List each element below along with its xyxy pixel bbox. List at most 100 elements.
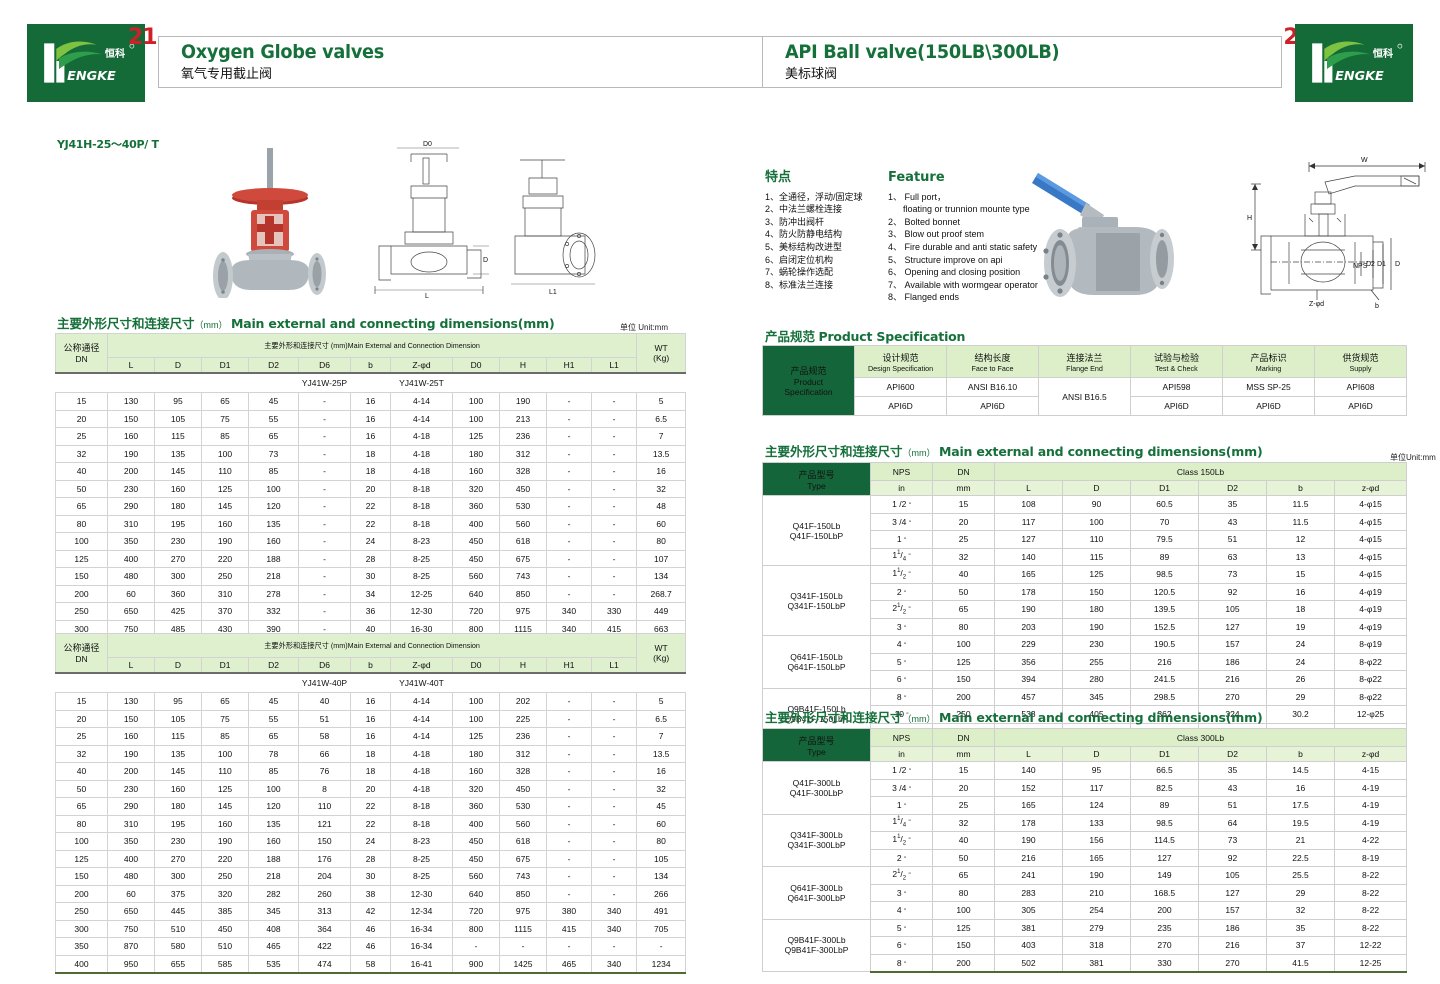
cell-L: 229 [994,635,1063,654]
cell-D6: 110 [298,797,351,816]
cell-D: 425 [154,602,202,621]
cell-Zd: 12-30 [390,884,453,903]
table-row: 80 310 195 160 135-22 8-18 400 560- -60 [55,514,687,533]
cell-D: 445 [154,902,202,921]
cell-Zd: 12-25 [390,584,453,603]
cell-D0: 160 [452,762,500,781]
feature-item-cn: 2、中法兰螺栓连接 [765,204,843,215]
cell-D1: 65 [201,692,249,711]
cell-H1: - [546,779,592,798]
cell-L1: 330 [590,602,638,621]
cell-H: 202 [499,692,547,711]
cell-H: 618 [499,832,547,851]
table-row: 65 290 180 145 120-22 8-18 360 530- -48 [55,497,687,516]
cell-zd: 4-φ15 [1333,565,1408,584]
table-row: 15 130 95 65 45 40 16 4-14 100 202- -5 [55,692,687,711]
type-cell: Q641F-150Lb Q641F-150LbP [762,635,871,689]
cell-D: 300 [154,867,202,886]
table-row: Q341F-300Lb Q341F-300LbP 11/4 " 32 178 133 98.… [762,813,1408,867]
cell-D1: 98.5 [1130,565,1199,584]
cell-H: - [499,937,547,956]
table-150-body: Q41F-150Lb Q41F-150LbP 1 /2 " 15 108 90 60.5 35… [762,495,1408,742]
cell-L: 230 [107,479,155,498]
cell-D2: 65 [248,427,299,446]
table-row: 50 230 160 125 100 8 20 4-18 320 450- -32 [55,779,687,798]
cell-dn: 40 [55,762,108,781]
cell-D1: 168.5 [1130,883,1199,902]
cell-L1: - [590,392,638,411]
cell-H1: 465 [546,954,592,974]
cell-L: 350 [107,532,155,551]
label-W: W [1361,157,1368,164]
cell-WT: 7 [636,727,687,746]
cell-D2: 55 [248,709,299,728]
cell-D1: 145 [201,497,249,516]
feature-item-cn: 3、防冲出阀杆 [765,216,825,227]
cell-zd: 4-19 [1333,813,1408,832]
cell-D: 160 [154,779,202,798]
cell-L1: - [590,884,638,903]
cell-D2: 278 [248,584,299,603]
cell-D: 195 [154,514,202,533]
cell-WT: 6.5 [636,409,687,428]
cell-D2: 100 [248,479,299,498]
cell-H: 225 [499,709,547,728]
cell-b: 16 [1266,778,1335,797]
cell-D1: 200 [1130,901,1199,920]
cell-D2: 157 [1198,635,1267,654]
cell-L: 150 [107,409,155,428]
cell-WT: - [636,937,687,956]
cell-D: 510 [154,919,202,938]
features-chinese: 特点 1、全通径，浮动/固定球 2、中法兰螺栓连接 3、防冲出阀杆 4、防火防静电结构… [765,171,885,291]
spec-col-supply: 供货规范 Supply [1314,345,1407,378]
cell-D0: 100 [452,392,500,411]
cell-H: 312 [499,444,547,463]
spec-row-1: API600 ANSI B16.10 ANSI B16.5 API598 MSS… [763,377,1407,416]
model-p-label: YJ41W-40P [298,671,351,693]
cell-D: 360 [154,584,202,603]
cell-L1: - [590,709,638,728]
cell-H1: 380 [546,902,592,921]
cell-H: 236 [499,427,547,446]
cell-D0: 900 [452,954,500,974]
cell-D: 270 [154,549,202,568]
cell-H1: - [546,427,592,446]
cell-L1: - [590,584,638,603]
feature-item-en: 5、 Structure improve on api [888,254,1003,265]
cell-H1: - [546,692,592,711]
type-header-300: 产品型号 Type [762,728,871,762]
cell-b: 19.5 [1266,813,1335,832]
cell-D1: 85 [201,727,249,746]
cell-L1: - [590,937,638,956]
cell-dn: 125 [55,849,108,868]
cell-L: 356 [994,652,1063,671]
cell-D1: 75 [201,409,249,428]
col-D2-300: D2 [1198,746,1267,762]
cell-zd: 8-φ22 [1333,687,1408,706]
cell-D2: 85 [248,462,299,481]
unit-note-150: 单位Unit:mm [1390,453,1436,462]
label-Zd: Z-φd [1309,301,1324,308]
dn-header-cn: 公称通径 [63,343,100,354]
wt-header-label: WT [654,642,668,653]
model-sub-row: YJ41W-40P YJ41W-40T [55,671,686,693]
col-D6: D6 [298,657,351,673]
page-title-right-cn: 美标球阀 [785,66,838,81]
cell-dn: 25 [932,796,995,815]
cell-dn: 15 [932,495,995,514]
cell-b: 16 [350,427,391,446]
feature-item-cn: 1、全通径，浮动/固定球 [765,191,863,202]
cell-D2: 65 [248,727,299,746]
cell-D: 115 [154,727,202,746]
cell-b: 18 [350,762,391,781]
cell-dn: 80 [932,617,995,636]
cell-b: 46 [350,919,391,938]
cell-L1: - [590,427,638,446]
left-title-mm: （mm） [194,320,228,330]
dim300-title-mm: （mm） [902,714,936,724]
col-L: L [107,357,155,373]
cell-L: 230 [107,779,155,798]
col-D1-150: D1 [1130,480,1199,496]
cell-D0: 360 [452,797,500,816]
cell-Zd: 4-14 [390,727,453,746]
